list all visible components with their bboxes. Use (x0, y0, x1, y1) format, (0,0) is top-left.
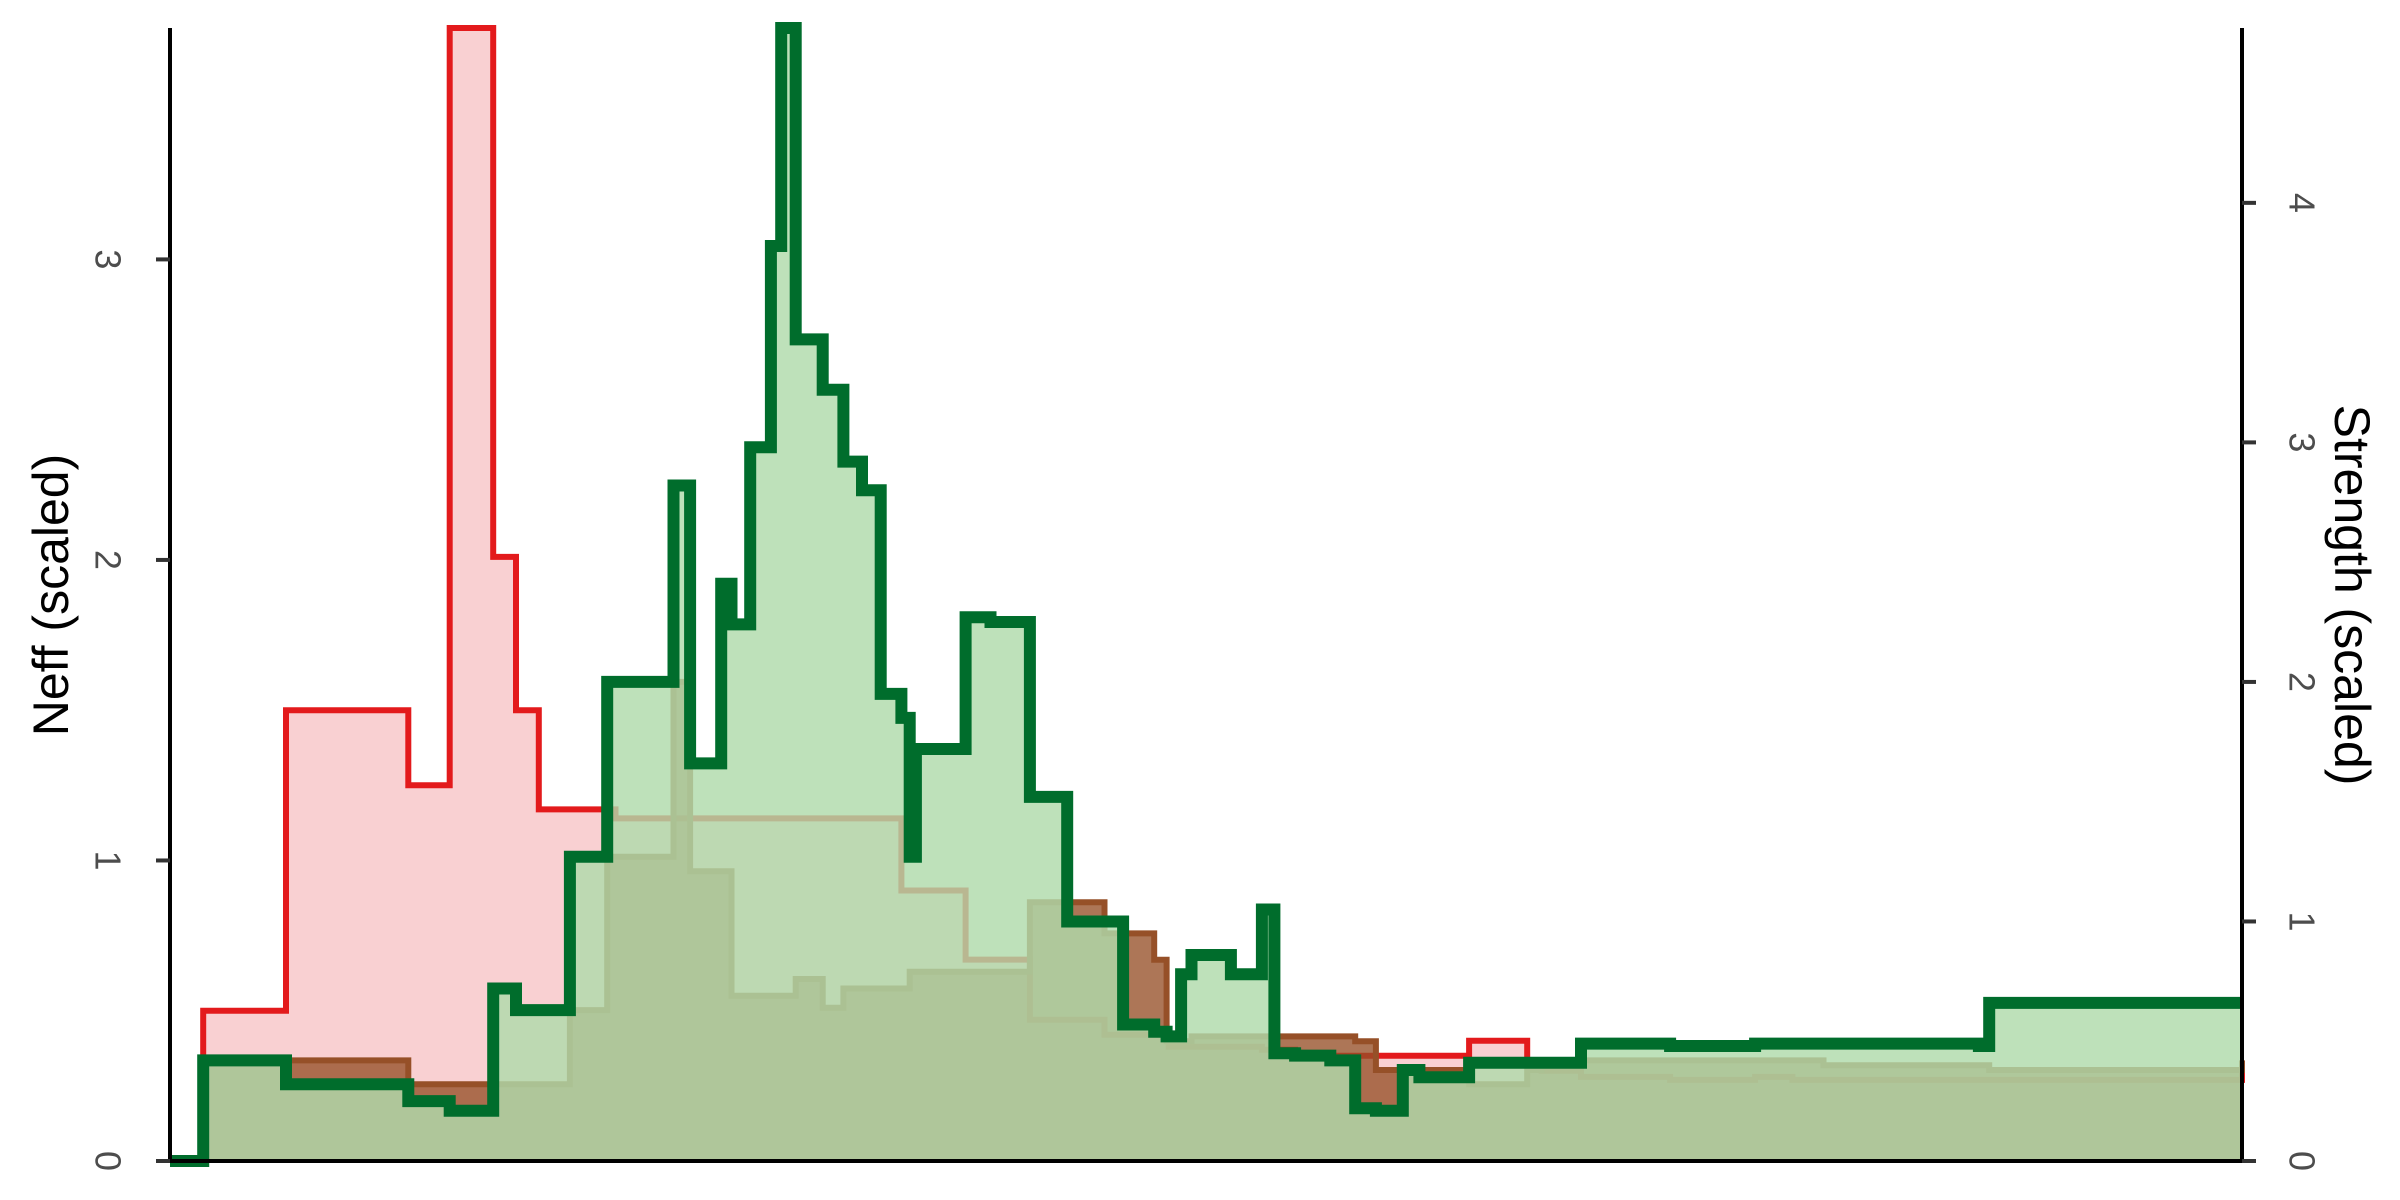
right-tick-label-4: 4 (2282, 193, 2323, 213)
axes-layer (168, 28, 2244, 1163)
series-layer (170, 22, 2245, 1167)
left-tick-label-2: 2 (88, 550, 129, 570)
right-tick-label-2: 2 (2282, 672, 2323, 692)
series-3-area (170, 28, 2242, 1161)
series-3-line (170, 22, 2242, 1167)
left-tick-label-1: 1 (88, 850, 129, 870)
ticks-layer: 0 1 2 3 0 1 2 3 4 (88, 193, 2323, 1171)
right-tick-label-0: 0 (2282, 1151, 2323, 1171)
right-tick-label-1: 1 (2282, 911, 2323, 931)
left-tick-label-3: 3 (88, 249, 129, 269)
left-axis-title: Neff (scaled) (23, 454, 79, 737)
right-tick-label-3: 3 (2282, 432, 2323, 452)
right-axis-title: Strength (scaled) (2324, 405, 2380, 786)
left-tick-label-0: 0 (88, 1151, 129, 1171)
